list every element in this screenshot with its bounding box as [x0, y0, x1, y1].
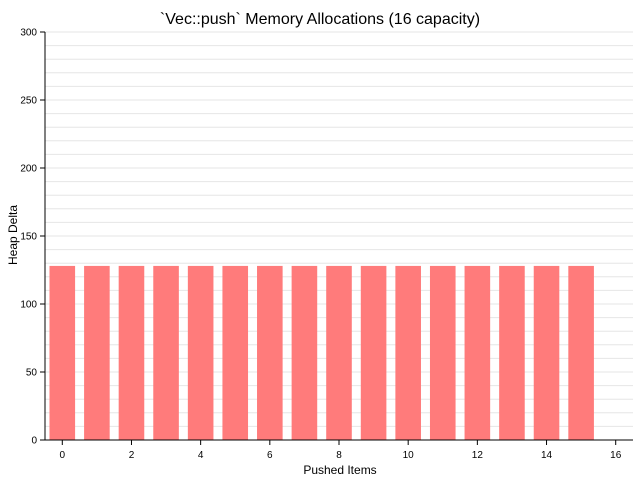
bar [533, 265, 560, 440]
x-tick-label: 10 [403, 450, 415, 461]
x-tick-label: 2 [129, 450, 135, 461]
chart-title: `Vec::push` Memory Allocations (16 capac… [160, 11, 480, 28]
x-tick-label: 6 [267, 450, 273, 461]
bar [257, 265, 283, 440]
y-axis-title: Heap Delta [6, 205, 20, 265]
bar [49, 265, 76, 440]
y-tick-label: 150 [20, 232, 37, 243]
x-tick-label: 4 [198, 450, 204, 461]
bar [84, 265, 110, 440]
x-axis: 0 2 4 6 8 10 12 14 16 [45, 439, 633, 461]
x-tick-label: 12 [472, 450, 484, 461]
bar [222, 265, 249, 440]
y-axis: 0 50 100 150 200 250 300 [20, 28, 46, 447]
x-tick-label: 16 [610, 450, 622, 461]
bar [464, 265, 491, 440]
bar [153, 265, 179, 440]
bar [360, 265, 387, 440]
y-tick-label: 300 [20, 28, 37, 39]
x-tick-label: 14 [541, 450, 553, 461]
bar [429, 265, 456, 440]
bar [118, 265, 145, 440]
bar [291, 265, 318, 440]
y-tick-label: 200 [20, 164, 37, 175]
bars [49, 265, 594, 440]
x-axis-title: Pushed Items [303, 463, 376, 477]
x-tick-label: 8 [336, 450, 342, 461]
y-tick-label: 50 [26, 368, 38, 379]
bar [568, 265, 594, 440]
y-tick-label: 250 [20, 96, 37, 107]
y-tick-label: 0 [31, 436, 37, 447]
x-tick-label: 0 [60, 450, 66, 461]
bar [395, 265, 421, 440]
bar [187, 265, 214, 440]
y-tick-label: 100 [20, 300, 37, 311]
bar [499, 265, 525, 440]
bar [326, 265, 352, 440]
